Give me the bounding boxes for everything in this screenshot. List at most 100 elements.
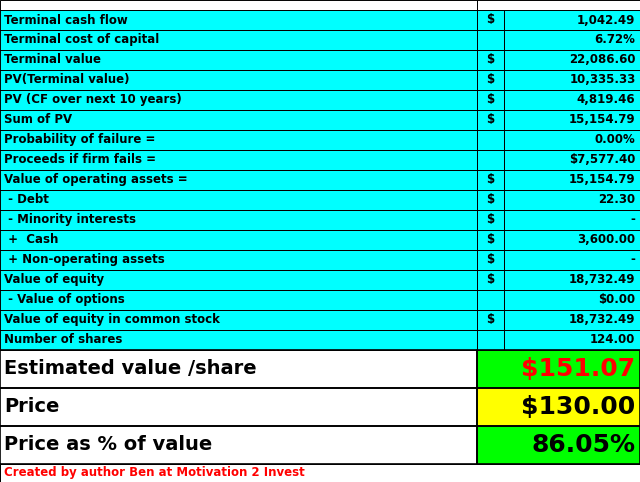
Bar [0,110,477,130]
Text: 18,732.49: 18,732.49 [569,273,636,286]
Bar [0,230,477,250]
Bar [0,310,477,330]
Bar [477,0,640,10]
Bar [0,190,477,210]
Bar [0,270,477,290]
Bar [504,210,640,230]
Bar [0,90,477,110]
Bar [504,130,640,150]
Bar [504,170,640,190]
Bar [0,170,477,190]
Bar [0,350,477,388]
Text: $: $ [486,54,494,67]
Text: $: $ [486,313,494,326]
Text: Terminal cash flow: Terminal cash flow [4,13,128,27]
Bar [0,10,477,30]
Text: $0.00: $0.00 [598,294,636,307]
Bar [477,110,504,130]
Text: 10,335.33: 10,335.33 [569,73,636,86]
Bar [477,50,504,70]
Bar [504,50,640,70]
Bar [477,426,640,464]
Bar [504,70,640,90]
Bar [504,30,640,50]
Text: - Debt: - Debt [4,193,49,206]
Text: 1,042.49: 1,042.49 [577,13,636,27]
Text: Number of shares: Number of shares [4,334,123,347]
Bar [477,70,504,90]
Bar [504,290,640,310]
Text: 3,600.00: 3,600.00 [577,233,636,246]
Text: $130.00: $130.00 [521,395,636,419]
Text: $: $ [486,94,494,107]
Bar [504,310,640,330]
Bar [477,150,504,170]
Bar [477,130,504,150]
Text: Value of equity in common stock: Value of equity in common stock [4,313,220,326]
Text: $: $ [486,254,494,267]
Text: + Non-operating assets: + Non-operating assets [4,254,165,267]
Text: -: - [630,254,636,267]
Text: $: $ [486,214,494,227]
Bar [504,150,640,170]
Bar [504,10,640,30]
Bar [477,310,504,330]
Bar [504,230,640,250]
Text: 0.00%: 0.00% [595,134,636,147]
Bar [477,10,504,30]
Text: $151.07: $151.07 [522,357,636,381]
Bar [477,270,504,290]
Text: $: $ [486,113,494,126]
Text: Created by author Ben at Motivation 2 Invest: Created by author Ben at Motivation 2 In… [4,467,305,480]
Bar [504,90,640,110]
Bar [504,250,640,270]
Bar [477,230,504,250]
Text: -: - [630,214,636,227]
Text: $: $ [486,193,494,206]
Bar [504,110,640,130]
Bar [0,130,477,150]
Bar [477,250,504,270]
Text: $7,577.40: $7,577.40 [569,153,636,166]
Text: $: $ [486,174,494,187]
Text: PV (CF over next 10 years): PV (CF over next 10 years) [4,94,182,107]
Text: +  Cash: + Cash [4,233,59,246]
Bar [0,464,640,482]
Bar [504,270,640,290]
Bar [0,330,477,350]
Text: 22.30: 22.30 [598,193,636,206]
Bar [0,290,477,310]
Text: 124.00: 124.00 [590,334,636,347]
Text: Price as % of value: Price as % of value [4,436,212,455]
Bar [477,290,504,310]
Bar [477,388,640,426]
Bar [0,70,477,90]
Bar [477,330,504,350]
Text: Proceeds if firm fails =: Proceeds if firm fails = [4,153,156,166]
Text: Terminal value: Terminal value [4,54,102,67]
Bar [477,210,504,230]
Bar [477,90,504,110]
Text: 4,819.46: 4,819.46 [577,94,636,107]
Bar [477,170,504,190]
Bar [477,350,640,388]
Text: $: $ [486,13,494,27]
Bar [0,30,477,50]
Bar [0,210,477,230]
Text: 22,086.60: 22,086.60 [569,54,636,67]
Text: - Value of options: - Value of options [4,294,125,307]
Bar [0,388,477,426]
Bar [0,50,477,70]
Bar [0,426,477,464]
Bar [0,150,477,170]
Bar [477,190,504,210]
Text: 18,732.49: 18,732.49 [569,313,636,326]
Text: - Minority interests: - Minority interests [4,214,136,227]
Text: 15,154.79: 15,154.79 [569,113,636,126]
Text: Price: Price [4,398,60,416]
Bar [504,330,640,350]
Text: 15,154.79: 15,154.79 [569,174,636,187]
Text: 86.05%: 86.05% [531,433,636,457]
Text: PV(Terminal value): PV(Terminal value) [4,73,130,86]
Text: $: $ [486,233,494,246]
